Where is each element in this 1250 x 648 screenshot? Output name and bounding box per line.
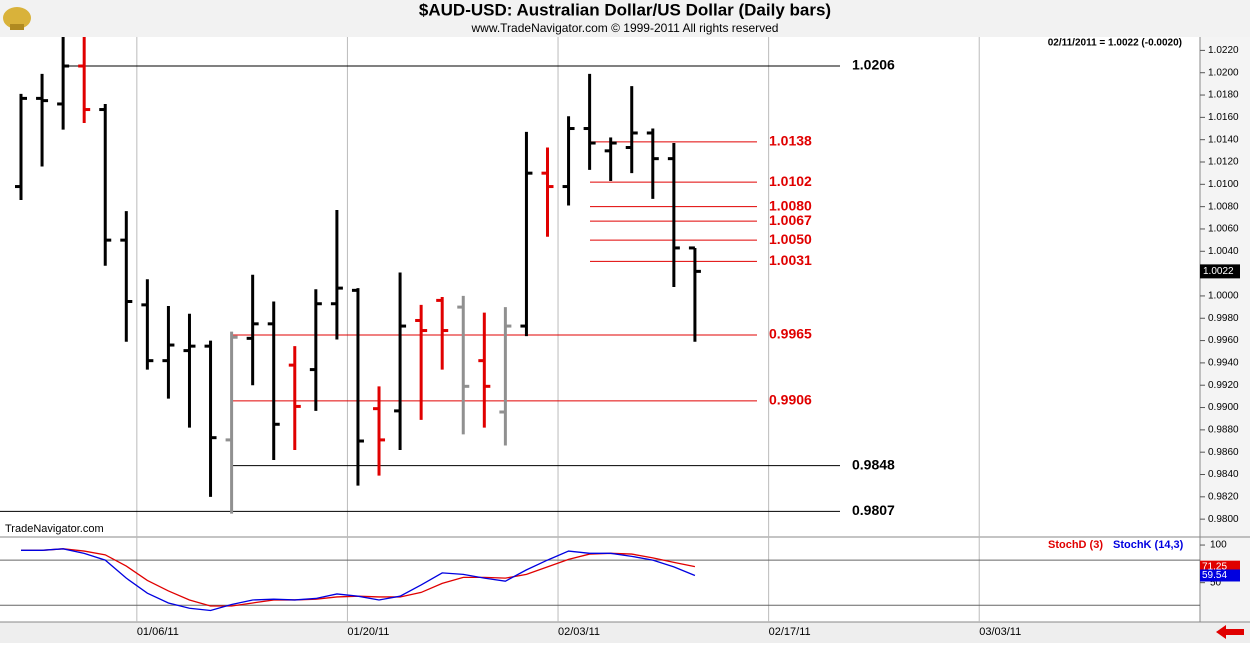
y-tick-label: 0.9980 xyxy=(1208,313,1239,324)
date-axis-bg xyxy=(0,622,1250,643)
y-tick-label: 1.0220 xyxy=(1208,45,1239,56)
last-value: 71.25 xyxy=(1202,561,1227,572)
y-tick-label: 0.9820 xyxy=(1208,491,1239,502)
chart-subtitle: www.TradeNavigator.com © 1999-2011 All r… xyxy=(471,21,779,35)
scroll-arrow[interactable] xyxy=(1216,625,1244,639)
y-tick-label: 1.0160 xyxy=(1208,112,1239,123)
y-tick-label: 0.9940 xyxy=(1208,358,1239,369)
level-label: 0.9848 xyxy=(852,456,895,472)
x-tick-label: 02/17/11 xyxy=(769,626,811,638)
y-tick-label: 1.0040 xyxy=(1208,246,1239,257)
y-tick-label: 1.0100 xyxy=(1208,179,1239,190)
legend-entry: StochD (3) xyxy=(1048,539,1103,551)
plot-bg xyxy=(0,37,1200,622)
x-tick-label: 01/20/11 xyxy=(347,626,389,638)
y-tick-label: 1.0060 xyxy=(1208,224,1239,235)
y-tick-label: 1.0120 xyxy=(1208,157,1239,168)
level-label: 0.9906 xyxy=(769,392,812,408)
legend-entry: StochK (14,3) xyxy=(1113,539,1184,551)
y-tick-label: 0.9960 xyxy=(1208,335,1239,346)
y-tick-label: 100 xyxy=(1210,540,1227,551)
level-label: 0.9965 xyxy=(769,326,812,342)
stoch-line xyxy=(21,548,696,612)
last-price-box xyxy=(1200,264,1240,279)
x-tick-label: 01/06/11 xyxy=(137,626,179,638)
y-tick-label: 1.0000 xyxy=(1208,291,1239,302)
y-tick-label: 0.9900 xyxy=(1208,402,1239,413)
x-tick-label: 03/03/11 xyxy=(979,626,1021,638)
logo xyxy=(3,7,31,30)
level-label: 1.0102 xyxy=(769,173,812,189)
last-value: 59.54 xyxy=(1202,570,1227,581)
y-tick-label: 1.0140 xyxy=(1208,134,1239,145)
quote: 02/11/2011 = 1.0022 (-0.0020) xyxy=(1048,38,1182,49)
watermark: TradeNavigator.com xyxy=(5,523,104,535)
axis-bg xyxy=(1200,37,1250,622)
level-label: 0.9807 xyxy=(852,502,895,518)
y-tick-label: 0.9800 xyxy=(1208,514,1239,525)
y-tick-label: 0.9860 xyxy=(1208,447,1239,458)
y-tick-label: 0.9880 xyxy=(1208,424,1239,435)
y-tick-label: 0.9840 xyxy=(1208,469,1239,480)
y-tick-label: 1.0200 xyxy=(1208,67,1239,78)
level-label: 1.0031 xyxy=(769,252,812,268)
level-label: 1.0206 xyxy=(852,57,895,73)
last-price: 1.0022 xyxy=(1203,266,1234,277)
y-tick-label: 1.0180 xyxy=(1208,90,1239,101)
level-label: 1.0050 xyxy=(769,231,812,247)
x-tick-label: 02/03/11 xyxy=(558,626,600,638)
chart-title: $AUD-USD: Australian Dollar/US Dollar (D… xyxy=(419,0,831,19)
y-tick-label: 50 xyxy=(1210,577,1222,588)
last-value-box xyxy=(1200,569,1240,582)
level-label: 1.0067 xyxy=(769,212,812,228)
y-tick-label: 0.9920 xyxy=(1208,380,1239,391)
y-tick-label: 1.0080 xyxy=(1208,201,1239,212)
header-bg xyxy=(0,0,1250,37)
level-label: 1.0138 xyxy=(769,133,812,149)
level-label: 1.0080 xyxy=(769,197,812,213)
